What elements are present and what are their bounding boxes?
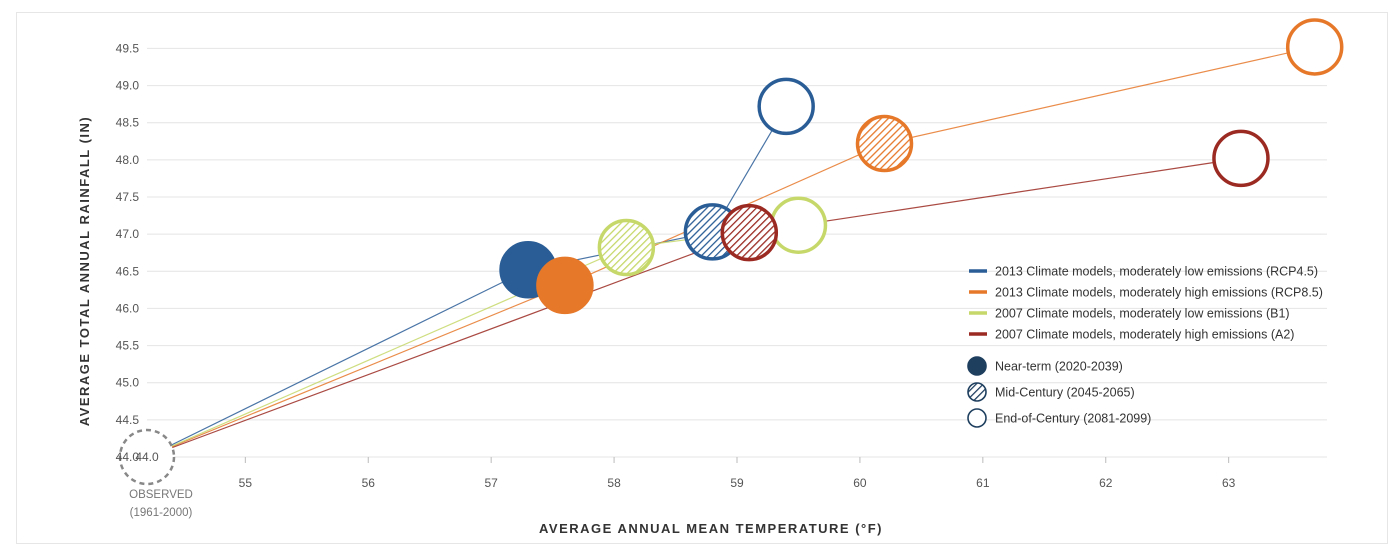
legend-marker-mid <box>967 382 987 402</box>
point-mid <box>855 114 914 173</box>
chart-frame: 44.0 44.0 44.5 45.0 45.5 46.0 46.5 47.0 47.5 48.… <box>16 12 1388 544</box>
point-end <box>1212 129 1270 188</box>
chart-svg: 44.0 44.0 44.5 45.0 45.5 46.0 46.5 47.0 47.5 48.… <box>77 18 1344 536</box>
x-tick-label: 55 <box>239 476 253 490</box>
x-tick-label: 59 <box>730 476 744 490</box>
point-mid <box>597 218 656 277</box>
x-tick-label: 58 <box>607 476 621 490</box>
y-tick-label: 47.0 <box>116 227 140 241</box>
point-near <box>536 256 594 315</box>
legend-label: 2007 Climate models, moderately high emi… <box>995 328 1294 342</box>
x-tick-label: 62 <box>1099 476 1113 490</box>
grid-layer <box>147 47 1327 463</box>
legend-marker-end <box>967 408 987 428</box>
series-line-1 <box>146 106 787 458</box>
legend-series: 2013 Climate models, moderately low emis… <box>969 265 1323 342</box>
y-tick-label: 49.0 <box>116 79 140 93</box>
x-axis-title: AVERAGE ANNUAL MEAN TEMPERATURE (°F) <box>539 521 883 536</box>
y-tick-label: 48.0 <box>116 153 140 167</box>
observed-period: (1961-2000) <box>130 507 193 519</box>
x-tick-label: 57 <box>484 476 498 490</box>
x-tick-label: 63 <box>1222 476 1236 490</box>
y-tick-label: 48.5 <box>116 116 140 130</box>
y-tick-label: 45.5 <box>116 339 140 353</box>
observed-value-label: 44.0 <box>135 450 159 464</box>
legend-marker-label: Mid-Century (2045-2065) <box>995 386 1135 400</box>
y-tick-label: 46.0 <box>116 301 140 315</box>
observed-point <box>118 428 176 486</box>
legend-marker-label: Near-term (2020-2039) <box>995 360 1123 374</box>
legend-label: 2007 Climate models, moderately low emis… <box>995 307 1290 321</box>
legend-label: 2013 Climate models, moderately low emis… <box>995 265 1318 279</box>
legend-label: 2013 Climate models, moderately high emi… <box>995 286 1323 300</box>
point-mid <box>720 203 779 262</box>
y-tick-label: 49.5 <box>116 41 140 55</box>
y-tick-label: 44.0 <box>116 450 140 464</box>
legend-markers: Near-term (2020-2039) Mid-Century (2045-2… <box>967 356 1151 428</box>
x-tick-label: 60 <box>853 476 867 490</box>
observed-label: OBSERVED <box>129 489 193 501</box>
series-line-3 <box>146 224 799 458</box>
data-points: 44.0 <box>118 18 1344 486</box>
point-end <box>769 196 828 254</box>
x-tick-label: 61 <box>976 476 990 490</box>
tick-labels: 44.0 44.5 45.0 45.5 46.0 46.5 47.0 47.5 48.0 48.5… <box>116 41 1236 490</box>
legend-marker-near <box>967 356 987 376</box>
legend: 2013 Climate models, moderately low emis… <box>967 265 1323 428</box>
y-axis-title: AVERAGE TOTAL ANNUAL RAINFALL (IN) <box>77 116 92 427</box>
point-end <box>757 77 815 136</box>
x-tick-label: 56 <box>362 476 376 490</box>
point-end <box>1285 18 1344 76</box>
y-tick-label: 47.5 <box>116 190 140 204</box>
y-tick-label: 46.5 <box>116 264 140 278</box>
legend-marker-label: End-of-Century (2081-2099) <box>995 412 1151 426</box>
y-tick-label: 45.0 <box>116 376 140 390</box>
y-tick-label: 44.5 <box>116 413 140 427</box>
